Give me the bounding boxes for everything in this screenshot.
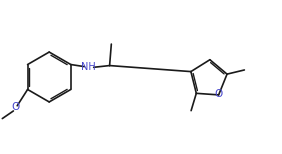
- Text: O: O: [11, 102, 19, 112]
- Text: NH: NH: [81, 62, 96, 72]
- Text: O: O: [215, 89, 223, 99]
